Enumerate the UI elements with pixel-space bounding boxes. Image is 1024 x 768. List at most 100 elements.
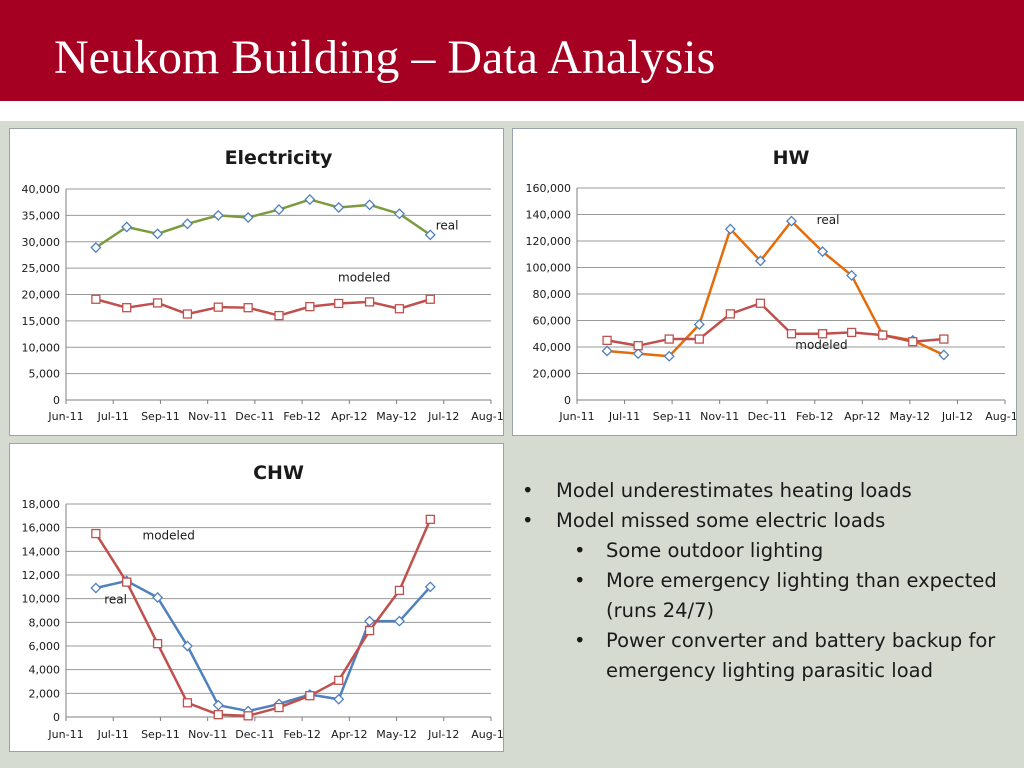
hw-chart: HW 0 20,000 40,000 60,000 80,000 100,000 120,00… xyxy=(512,128,1017,436)
data-point-real xyxy=(424,581,436,593)
y-tick-label: 120,000 xyxy=(526,235,572,248)
y-tick-label: 6,000 xyxy=(29,640,61,653)
series-line-modeled xyxy=(606,302,944,347)
series-label-modeled: modeled xyxy=(338,270,390,284)
y-tick-label: 0 xyxy=(53,711,60,724)
x-tick-label: Sep-11 xyxy=(141,410,180,423)
data-point-modeled xyxy=(274,702,284,713)
data-point-modeled xyxy=(633,341,643,351)
data-point-modeled xyxy=(817,329,828,339)
chart-title: Electricity xyxy=(225,147,333,169)
x-tick-label: Jul-12 xyxy=(427,728,459,741)
data-point-modeled xyxy=(694,334,704,344)
y-tick-label: 8,000 xyxy=(29,616,61,629)
y-tick-label: 35,000 xyxy=(22,209,61,222)
data-point-modeled xyxy=(213,709,223,720)
slide-title: Neukom Building – Data Analysis xyxy=(54,31,716,84)
y-tick-label: 80,000 xyxy=(533,288,572,301)
electricity-chart: Electricity 0 5,000 10,000 15,000 20,000 25,00… xyxy=(9,128,504,436)
data-point-real xyxy=(121,221,133,233)
data-point-modeled xyxy=(334,298,344,309)
bullet-item: Model missed some electric loads xyxy=(520,506,1020,536)
data-point-modeled xyxy=(91,528,101,539)
bullet-list: Model underestimates heating loads Model… xyxy=(520,476,1020,686)
y-tick-label: 0 xyxy=(53,394,60,407)
electricity-chart-svg: Electricity 0 5,000 10,000 15,000 20,000 25,00… xyxy=(22,147,504,423)
chw-chart-svg: CHW 0 2,000 4,000 6,000 8,000 10,000 12,000 14,0… xyxy=(22,462,504,741)
data-point-modeled xyxy=(334,675,344,685)
data-point-modeled xyxy=(274,310,284,321)
x-tick-label: May-12 xyxy=(376,728,417,741)
data-point-real xyxy=(273,204,285,216)
data-point-modeled xyxy=(846,327,857,338)
y-tick-label: 100,000 xyxy=(526,262,572,275)
bullet-item: Model underestimates heating loads xyxy=(520,476,1020,506)
x-tick-label: Dec-11 xyxy=(748,410,787,423)
data-point-modeled xyxy=(394,585,405,596)
y-tick-label: 16,000 xyxy=(22,522,61,535)
series-label-modeled: modeled xyxy=(795,338,847,352)
y-tick-label: 10,000 xyxy=(22,341,61,354)
data-point-modeled xyxy=(122,577,132,587)
y-tick-label: 4,000 xyxy=(29,664,61,677)
x-tick-label: Jul-11 xyxy=(97,410,129,423)
data-point-real xyxy=(693,318,705,330)
data-point-real xyxy=(90,242,102,254)
x-tick-label: Dec-11 xyxy=(235,728,274,741)
x-tick-label: Jul-11 xyxy=(608,410,640,423)
x-tick-label: Jun-11 xyxy=(47,410,83,423)
data-point-real xyxy=(181,218,193,230)
data-point-modeled xyxy=(394,304,405,314)
x-tick-label: Sep-11 xyxy=(141,728,180,741)
series-label-real: real xyxy=(104,592,127,606)
data-point-real xyxy=(938,349,950,361)
data-point-real xyxy=(242,211,254,224)
x-tick-label: Sep-11 xyxy=(653,410,692,423)
x-tick-label: Jul-12 xyxy=(427,410,459,423)
data-point-real xyxy=(90,582,102,594)
data-point-modeled xyxy=(213,302,223,312)
y-tick-label: 18,000 xyxy=(22,498,61,511)
x-tick-label: Apr-12 xyxy=(844,410,880,423)
y-tick-label: 40,000 xyxy=(22,183,61,196)
series-line-modeled xyxy=(95,298,431,317)
data-point-modeled xyxy=(878,330,888,340)
y-tick-label: 60,000 xyxy=(533,315,572,328)
hw-chart-svg: HW 0 20,000 40,000 60,000 80,000 100,000 120,00… xyxy=(526,147,1017,423)
data-point-modeled xyxy=(664,334,674,344)
x-tick-label: Dec-11 xyxy=(235,410,274,423)
y-tick-label: 10,000 xyxy=(22,593,61,606)
data-point-real xyxy=(785,215,798,227)
data-point-modeled xyxy=(939,334,949,344)
x-tick-label: Jun-11 xyxy=(47,728,83,741)
data-point-real xyxy=(663,350,675,362)
data-point-modeled xyxy=(725,309,736,319)
data-point-modeled xyxy=(425,294,435,304)
data-point-real xyxy=(304,194,316,206)
y-tick-label: 0 xyxy=(564,394,571,407)
data-point-modeled xyxy=(152,638,163,649)
data-point-modeled xyxy=(602,335,612,346)
y-tick-label: 15,000 xyxy=(22,315,61,328)
data-point-real xyxy=(333,201,345,213)
data-point-modeled xyxy=(364,297,375,307)
data-point-modeled xyxy=(152,298,163,308)
y-tick-label: 14,000 xyxy=(22,545,61,558)
x-tick-label: Jul-11 xyxy=(97,728,129,741)
x-tick-label: Aug-12 xyxy=(471,410,503,423)
data-point-modeled xyxy=(243,303,253,313)
x-tick-label: Nov-11 xyxy=(188,410,227,423)
data-point-modeled xyxy=(182,309,193,319)
chw-chart: CHW 0 2,000 4,000 6,000 8,000 10,000 12,000 14,0… xyxy=(9,443,504,752)
data-point-real xyxy=(364,615,376,627)
y-tick-label: 20,000 xyxy=(22,289,61,302)
x-tick-label: Feb-12 xyxy=(796,410,833,423)
x-tick-label: May-12 xyxy=(890,410,931,423)
chart-title: CHW xyxy=(253,462,304,484)
x-tick-label: Nov-11 xyxy=(188,728,227,741)
data-point-modeled xyxy=(122,303,132,313)
x-tick-label: May-12 xyxy=(376,410,417,423)
data-point-modeled xyxy=(182,698,193,708)
data-point-modeled xyxy=(91,294,101,304)
data-point-real xyxy=(846,269,858,281)
